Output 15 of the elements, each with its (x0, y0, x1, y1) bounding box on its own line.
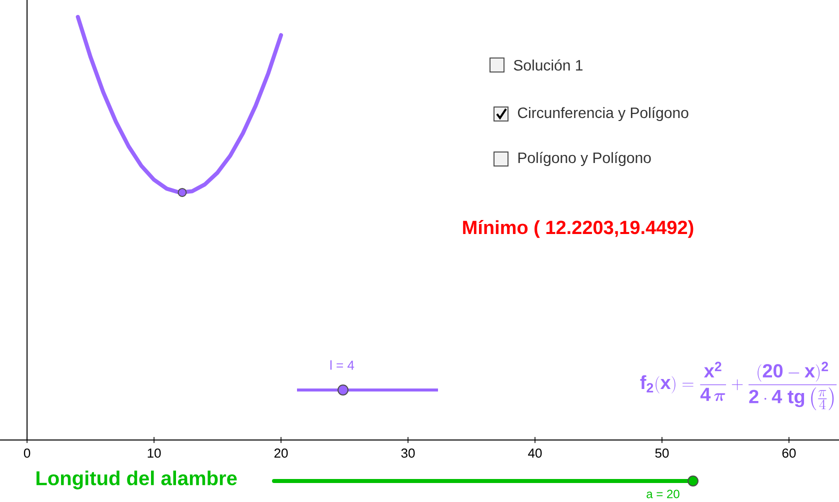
x-tick-label: 60 (782, 448, 796, 458)
x-tick-label: 30 (401, 448, 415, 458)
x-tick-label: 50 (655, 448, 669, 458)
annotation: Mínimo ( 12.2203,19.4492) (463, 220, 694, 238)
text: Longitud del alambre (36, 470, 237, 490)
x-tick-label: 20 (274, 448, 288, 458)
annotation: $\mathbf{f_2(x)} = \frac{\mathbf{x^2}}{\mathbf{4}\,\boldsymbol{\pi}} + \frac{\mathbf{(20-x)^2}}{\mathbf{2\cdot 4\ tg}\left(\frac{\pi}{4}\right)}$ (640, 362, 837, 410)
x-tick-label: 10 (148, 448, 161, 458)
x-tick-label: 0 (24, 448, 30, 458)
text: a = 20 (646, 490, 680, 498)
annotation: Circunferencia y Polígono (518, 106, 688, 122)
annotation: l = 4 (330, 360, 354, 370)
annotation: Polígono y Polígono (518, 152, 651, 166)
x-tick-label: 40 (528, 448, 542, 458)
annotation: Solución 1 (514, 59, 582, 71)
